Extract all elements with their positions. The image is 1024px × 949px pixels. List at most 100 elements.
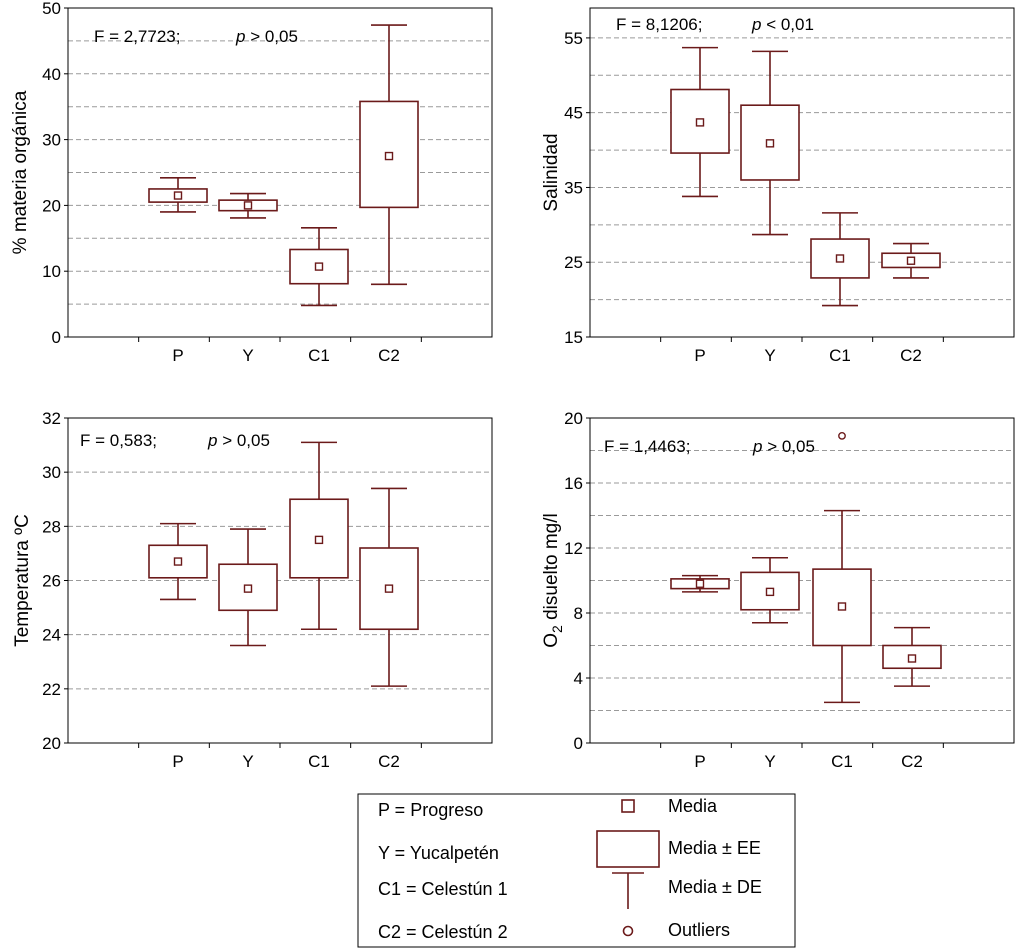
y-axis-label: O2 disuelto mg/l	[541, 513, 565, 648]
legend-abbreviation: C2 = Celestún 2	[378, 922, 508, 942]
legend-label: Media	[668, 796, 718, 816]
y-tick-label: 55	[564, 29, 583, 48]
box-C1	[289, 441, 349, 631]
box-C2	[359, 24, 419, 286]
x-tick-label: C1	[831, 752, 853, 771]
mean-marker	[243, 584, 253, 593]
stat-f: F = 0,583;	[80, 431, 157, 450]
y-tick-label: 16	[564, 474, 583, 493]
box-Y	[740, 556, 800, 624]
stat-p-symbol: p	[751, 15, 761, 34]
box-P	[670, 574, 730, 593]
chart-panel-2: 15 25 35 45 55 P Y C1 C2 Salinidad F = 8,1206; p < …	[541, 7, 1015, 365]
y-axis-label: % materia orgánica	[10, 90, 31, 254]
y-tick-label: 20	[564, 409, 583, 428]
x-tick-label: Y	[242, 752, 253, 771]
legend-label: Outliers	[668, 920, 730, 940]
box-P	[148, 176, 208, 213]
y-tick-label: 25	[564, 253, 583, 272]
y-axis-label-main: Temperatura ºC	[12, 514, 33, 647]
x-tick-label: P	[694, 346, 705, 365]
y-tick-label: 4	[574, 669, 583, 688]
mean-marker	[765, 139, 775, 148]
y-tick-label: 8	[574, 604, 583, 623]
stat-p-value: > 0,05	[217, 431, 269, 450]
y-axis-label-main: % materia orgánica	[10, 90, 31, 254]
box-Y	[218, 528, 278, 647]
y-tick-label: 26	[42, 572, 61, 591]
stat-p: p > 0,05	[235, 27, 298, 46]
stat-p-symbol: p	[752, 437, 762, 456]
mean-marker	[695, 579, 705, 588]
y-tick-label: 45	[564, 104, 583, 123]
plot-frame	[589, 7, 1015, 338]
x-tick-label: Y	[764, 346, 775, 365]
y-tick-label: 20	[42, 734, 61, 753]
y-axis-label-main: Salinidad	[541, 133, 562, 211]
chart-panel-4: 0 4 8 12 16 20 P Y C1 C2 O2 disuelto mg/l F = 1,446…	[541, 409, 1015, 771]
legend-abbreviation: C1 = Celestún 1	[378, 879, 508, 899]
y-tick-label: 28	[42, 517, 61, 536]
y-tick-label: 30	[42, 463, 61, 482]
mean-marker	[173, 191, 183, 200]
y-axis-label: Salinidad	[541, 133, 562, 211]
box-C1	[812, 509, 872, 704]
mean-marker	[314, 535, 324, 545]
mean-marker	[907, 654, 917, 663]
y-tick-label: 10	[42, 262, 61, 281]
mean-marker	[765, 587, 775, 597]
x-tick-label: P	[694, 752, 705, 771]
stat-p-symbol: p	[207, 431, 217, 450]
y-axis-label: Temperatura ºC	[12, 514, 33, 647]
x-tick-label: C2	[900, 346, 922, 365]
stat-p: p > 0,05	[207, 431, 270, 450]
y-tick-label: 32	[42, 409, 61, 428]
y-tick-label: 12	[564, 539, 583, 558]
box-Y	[218, 192, 278, 219]
legend-outlier-icon	[622, 925, 634, 937]
y-axis-label-sub: 2	[549, 625, 565, 633]
box-C2	[359, 487, 419, 687]
outlier-point	[838, 431, 846, 440]
stat-p: p < 0,01	[751, 15, 814, 34]
stat-p-value: > 0,05	[762, 437, 814, 456]
y-axis-label-main: O	[541, 633, 562, 648]
x-tick-label: Y	[764, 752, 775, 771]
box-C1	[810, 212, 870, 307]
legend-abbreviation: P = Progreso	[378, 800, 483, 820]
mean-marker	[384, 151, 394, 161]
x-tick-label: Y	[242, 346, 253, 365]
y-tick-label: 0	[52, 328, 61, 347]
y-axis-label-post: disuelto mg/l	[541, 513, 562, 625]
box-P	[148, 522, 208, 601]
y-tick-label: 22	[42, 680, 61, 699]
y-tick-label: 50	[42, 0, 61, 18]
box-Y	[740, 50, 800, 236]
x-tick-label: C2	[378, 346, 400, 365]
x-tick-label: C2	[901, 752, 923, 771]
legend-box	[357, 793, 796, 948]
mean-marker	[835, 254, 845, 263]
chart-panel-3: 20 22 24 26 28 30 32 P Y C1 C2 Temperatura ºC F = 0,…	[12, 409, 493, 771]
x-tick-label: P	[172, 346, 183, 365]
mean-marker	[384, 584, 394, 593]
mean-marker	[837, 602, 847, 611]
legend-label: Media ± DE	[668, 877, 762, 897]
box-C2	[881, 242, 941, 279]
y-tick-label: 40	[42, 65, 61, 84]
stat-p: p > 0,05	[752, 437, 815, 456]
box-C2	[882, 626, 942, 687]
y-tick-label: 30	[42, 131, 61, 150]
legend: P = Progreso Y = Yucalpetén C1 = Celestún …	[357, 793, 796, 948]
stat-p-value: > 0,05	[245, 27, 297, 46]
mean-marker	[906, 256, 916, 265]
legend-mean-icon	[621, 799, 635, 813]
stat-f: F = 8,1206;	[616, 15, 702, 34]
mean-marker	[243, 201, 253, 210]
legend-ee-icon	[596, 830, 660, 868]
box-C1	[289, 226, 349, 307]
x-tick-label: C1	[308, 752, 330, 771]
stat-p-symbol: p	[235, 27, 245, 46]
x-tick-label: C1	[829, 346, 851, 365]
